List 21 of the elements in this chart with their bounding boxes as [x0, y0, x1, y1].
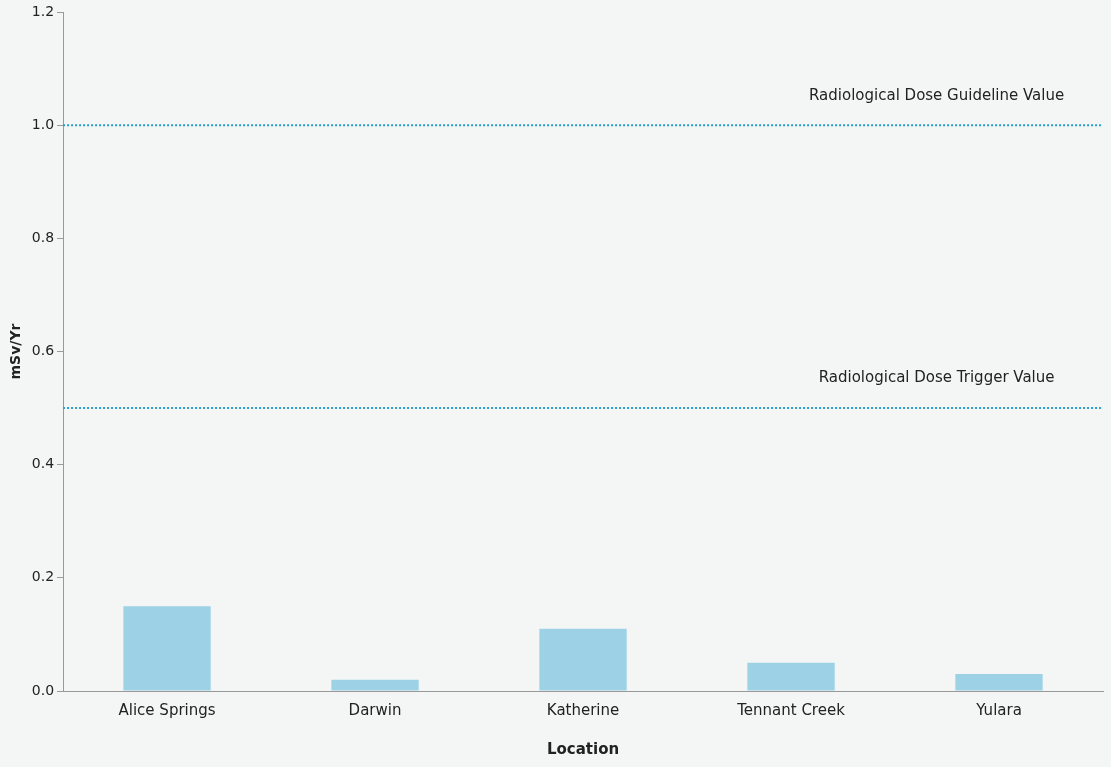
- y-tick-label: 0.8: [31, 228, 55, 245]
- y-axis-title: mSv/Yr: [7, 323, 24, 380]
- x-axis-title: Location: [546, 739, 620, 758]
- bar: [123, 606, 211, 691]
- x-tick-label: Darwin: [348, 700, 402, 719]
- bar: [747, 662, 835, 691]
- y-tick-label: 0.0: [31, 681, 55, 698]
- bar: [539, 628, 627, 691]
- y-tick-label: 1.2: [31, 2, 55, 19]
- bar: [331, 679, 419, 691]
- ref-line-label: Radiological Dose Trigger Value: [818, 368, 1055, 387]
- ref-line-label: Radiological Dose Guideline Value: [809, 85, 1065, 104]
- x-tick-label: Yulara: [975, 700, 1022, 719]
- y-tick-label: 0.4: [31, 455, 55, 472]
- y-tick-label: 0.2: [31, 568, 55, 585]
- y-tick-label: 1.0: [31, 115, 55, 132]
- x-tick-label: Katherine: [546, 700, 620, 719]
- x-tick-label: Tennant Creek: [736, 700, 846, 719]
- y-tick-label: 0.6: [31, 342, 55, 359]
- bar: [955, 674, 1043, 691]
- x-tick-label: Alice Springs: [118, 700, 216, 719]
